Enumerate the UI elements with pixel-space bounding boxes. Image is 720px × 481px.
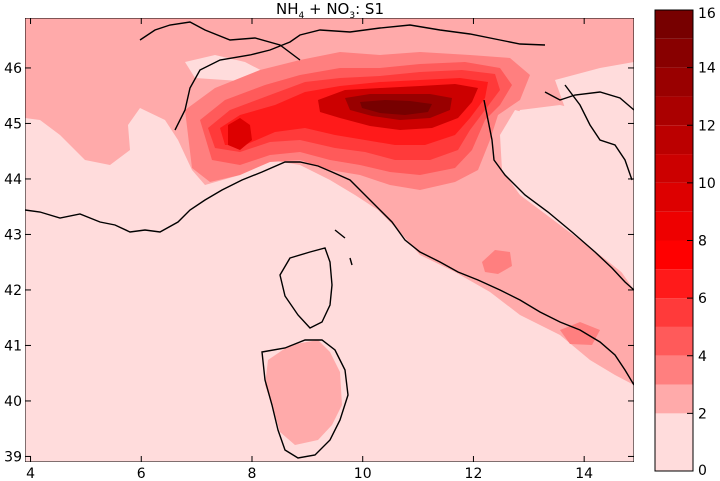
concentration-map	[25, 18, 634, 462]
corsica-coastline	[279, 247, 333, 329]
level-max-core	[360, 100, 432, 115]
colorbar-tick-label: 6	[698, 291, 707, 307]
istria-coastline	[544, 91, 634, 111]
east-coast	[564, 84, 633, 181]
colorbar-swatch	[655, 182, 693, 212]
coastlines	[25, 21, 634, 459]
level-0-2-adriatic-patch	[505, 105, 634, 290]
france-italy-coastline	[25, 161, 634, 386]
colorbar-tick-label: 14	[698, 61, 716, 77]
x-tick-label: 12	[465, 466, 483, 481]
tyrrhenian-islet	[349, 257, 353, 266]
adriatic-coastline	[483, 99, 634, 291]
colorbar-swatch	[655, 355, 693, 385]
colorbar-swatch	[655, 384, 693, 414]
level-2-4-sardinia	[265, 340, 342, 445]
sardinia-coastline	[261, 339, 349, 459]
level-12-14-west	[228, 118, 252, 150]
colorbar: 0 2 4 6 8 10 12 14 16	[654, 6, 716, 479]
level-0-2-austria-patch	[555, 62, 634, 118]
colorbar-swatch	[655, 38, 693, 68]
colorbar-swatch	[655, 96, 693, 126]
y-tick-label: 46	[4, 61, 22, 77]
colorbar-swatch	[655, 211, 693, 241]
y-tick-label: 43	[4, 227, 22, 243]
elba-island	[334, 229, 346, 239]
colorbar-swatch	[655, 298, 693, 327]
colorbar-tick-label: 16	[698, 6, 716, 22]
colorbar-swatch	[655, 10, 693, 39]
y-tick-label: 44	[4, 172, 22, 188]
x-tick-label: 10	[354, 466, 372, 481]
colorbar-tick-label: 12	[698, 118, 716, 134]
colorbar-swatch	[655, 326, 693, 356]
colorbar-swatch	[655, 240, 693, 270]
colorbar-tick-label: 0	[698, 463, 707, 479]
y-tick-label: 40	[4, 394, 22, 410]
colorbar-swatch	[655, 269, 693, 299]
y-tick-label: 42	[4, 283, 22, 299]
alps-border	[174, 24, 546, 131]
colorbar-tick-label: 8	[698, 234, 707, 250]
map-title: NH4 + NO3: S1	[276, 0, 384, 21]
colorbar-tick-label: 10	[698, 176, 716, 192]
level-4-6-patch-south	[482, 250, 512, 274]
x-tick-label: 14	[575, 466, 593, 481]
colorbar-swatch	[655, 67, 693, 97]
colorbar-swatch	[655, 413, 693, 471]
x-tick-label: 6	[137, 466, 146, 481]
y-tick-label: 39	[4, 449, 22, 465]
colorbar-tick-label: 4	[698, 349, 707, 365]
x-tick-label: 8	[248, 466, 257, 481]
colorbar-swatch	[655, 125, 693, 155]
colorbar-tick-label: 2	[698, 406, 707, 422]
y-tick-label: 41	[4, 338, 22, 354]
x-tick-label: 4	[26, 466, 35, 481]
colorbar-swatch	[655, 154, 693, 183]
level-4-6-patch-sardinia	[560, 322, 600, 345]
swiss-border	[139, 21, 301, 61]
y-tick-label: 45	[4, 116, 22, 132]
